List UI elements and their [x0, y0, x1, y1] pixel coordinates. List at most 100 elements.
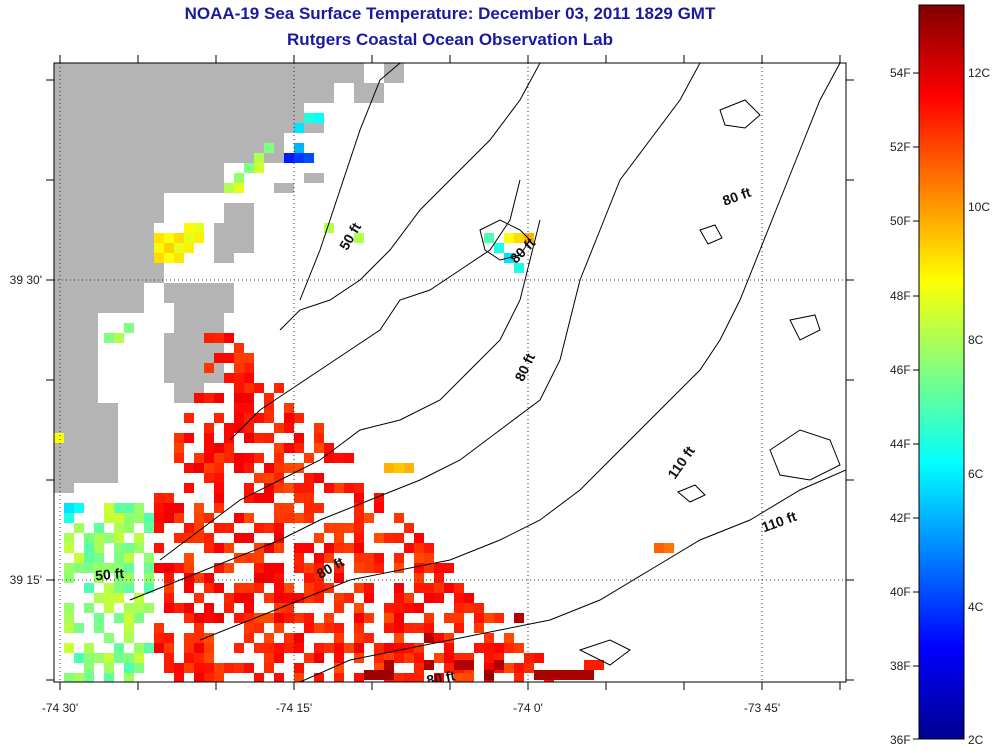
sst-pixel — [484, 233, 494, 243]
sst-pixel — [214, 583, 224, 593]
sst-pixel — [274, 543, 284, 553]
sst-pixel — [224, 453, 234, 463]
sst-pixel — [214, 393, 224, 403]
sst-pixel — [264, 403, 274, 413]
sst-pixel — [254, 643, 264, 653]
y-tick-label: 39 30' — [10, 273, 42, 287]
sst-pixel — [284, 643, 294, 653]
sst-pixel — [244, 603, 254, 613]
sst-pixel — [214, 333, 224, 343]
sst-pixel — [314, 583, 324, 593]
sst-pixel — [194, 523, 204, 533]
sst-pixel — [324, 523, 334, 533]
sst-pixel — [294, 563, 304, 573]
sst-pixel — [404, 593, 414, 603]
sst-pixel — [184, 523, 194, 533]
sst-pixel — [354, 613, 364, 623]
sst-pixel — [334, 673, 344, 682]
sst-pixel — [334, 663, 344, 673]
sst-pixel — [304, 483, 314, 493]
sst-pixel — [464, 660, 474, 670]
sst-pixel — [274, 573, 284, 583]
sst-pixel — [384, 653, 394, 663]
sst-pixel — [94, 523, 104, 533]
sst-pixel — [414, 643, 424, 653]
sst-pixel — [374, 670, 384, 680]
sst-pixel — [144, 523, 154, 533]
sst-pixel — [224, 183, 234, 193]
sst-pixel — [404, 673, 414, 682]
sst-pixel — [304, 453, 314, 463]
sst-pixel — [124, 323, 134, 333]
sst-pixel — [514, 263, 524, 273]
sst-pixel — [164, 643, 174, 653]
sst-pixel — [254, 583, 264, 593]
sst-pixel — [214, 483, 224, 493]
sst-pixel — [134, 643, 144, 653]
sst-pixel — [164, 573, 174, 583]
sst-pixel — [244, 623, 254, 633]
sst-pixel — [234, 363, 244, 373]
sst-pixel — [174, 503, 184, 513]
sst-pixel — [374, 533, 384, 543]
sst-pixel — [244, 613, 254, 623]
sst-pixel — [234, 613, 244, 623]
sst-pixel — [114, 513, 124, 523]
sst-pixel — [234, 353, 244, 363]
sst-pixel — [274, 643, 284, 653]
sst-pixel — [474, 643, 484, 653]
sst-pixel — [234, 513, 244, 523]
sst-pixel — [154, 543, 164, 553]
sst-pixel — [64, 503, 74, 513]
sst-pixel — [264, 433, 274, 443]
sst-pixel — [294, 493, 304, 503]
sst-pixel — [204, 333, 214, 343]
sst-pixel — [494, 613, 504, 623]
sst-pixel — [294, 153, 304, 163]
sst-pixel — [174, 563, 184, 573]
sst-pixel — [504, 643, 514, 653]
sst-pixel — [234, 393, 244, 403]
sst-pixel — [144, 553, 154, 563]
sst-pixel — [354, 523, 364, 533]
sst-pixel — [164, 583, 174, 593]
sst-pixel — [124, 543, 134, 553]
sst-pixel — [284, 513, 294, 523]
sst-pixel — [334, 533, 344, 543]
sst-pixel — [214, 523, 224, 533]
sst-pixel — [104, 653, 114, 663]
sst-pixel — [274, 673, 284, 682]
sst-pixel — [154, 523, 164, 533]
sst-pixel — [554, 670, 564, 680]
sst-pixel — [94, 593, 104, 603]
sst-pixel — [244, 363, 254, 373]
sst-pixel — [74, 653, 84, 663]
sst-pixel — [204, 433, 214, 443]
sst-pixel — [184, 413, 194, 423]
sst-pixel — [244, 463, 254, 473]
sst-pixel — [354, 483, 364, 493]
sst-pixel — [154, 493, 164, 503]
sst-pixel — [294, 593, 304, 603]
sst-pixel — [264, 613, 274, 623]
sst-pixel — [454, 660, 464, 670]
sst-pixel — [164, 663, 174, 673]
sst-pixel — [274, 423, 284, 433]
bathymetry-contours — [129, 63, 846, 682]
sst-pixel — [194, 663, 204, 673]
sst-pixel — [264, 523, 274, 533]
sst-pixel — [664, 543, 674, 553]
sst-pixel — [204, 513, 214, 523]
land-mass — [54, 63, 404, 493]
sst-pixel — [354, 513, 364, 523]
sst-pixel — [314, 573, 324, 583]
sst-pixel — [214, 503, 224, 513]
sst-pixel — [354, 543, 364, 553]
sst-pixel — [284, 463, 294, 473]
sst-pixel — [184, 583, 194, 593]
sst-pixel — [374, 653, 384, 663]
contour-label: 50 ft — [95, 565, 125, 583]
sst-pixel — [254, 383, 264, 393]
sst-pixel — [154, 623, 164, 633]
sst-pixel — [214, 463, 224, 473]
